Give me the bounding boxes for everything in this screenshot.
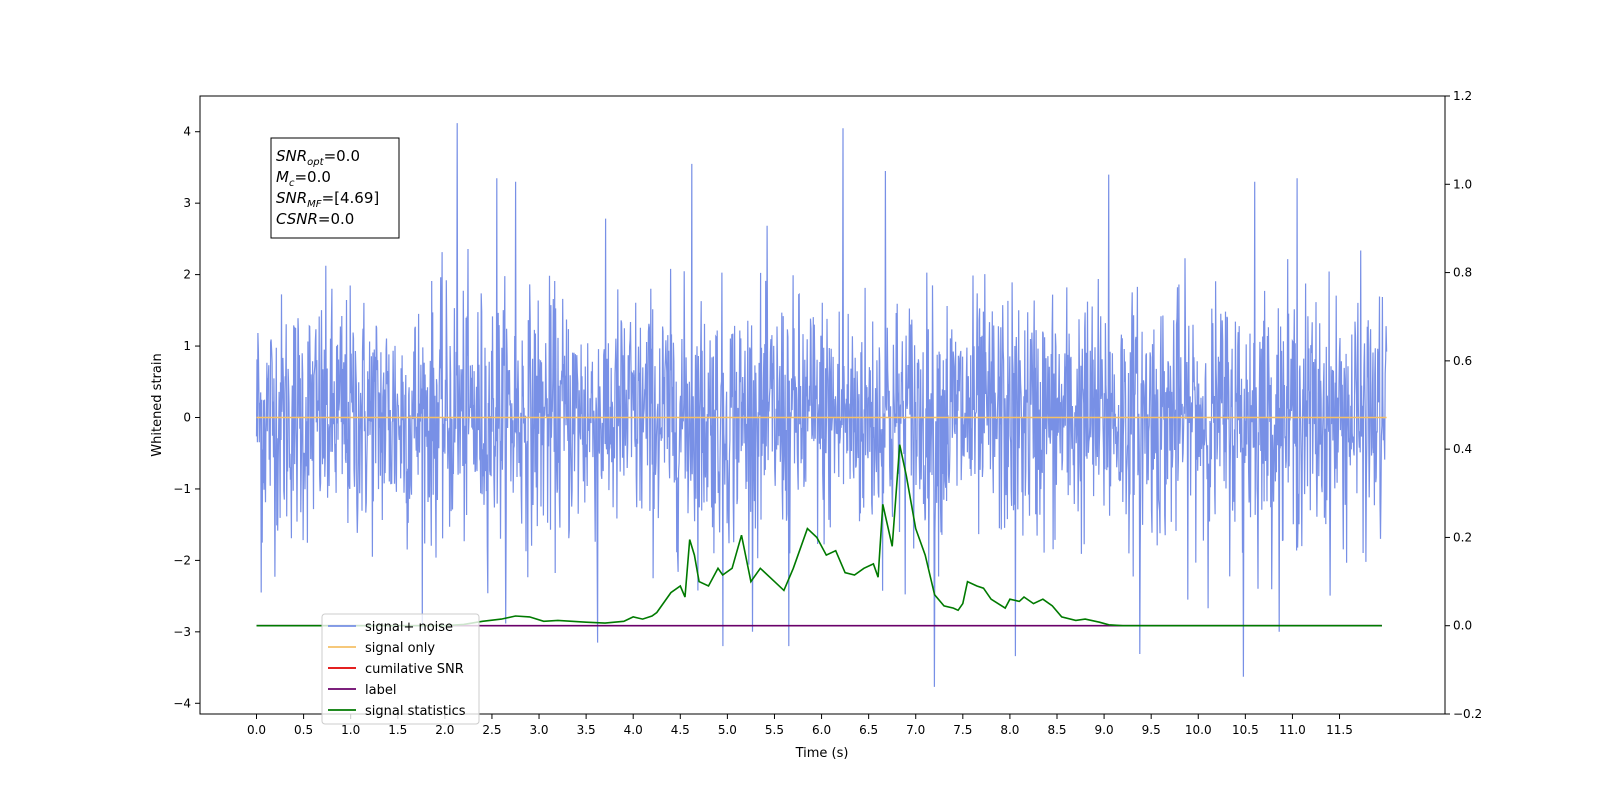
- legend: signal+ noise signal only cumilative SNR la…: [321, 613, 480, 725]
- y2-tick-label: 0.0: [1453, 619, 1472, 633]
- y2-tick-label: −0.2: [1453, 707, 1482, 721]
- y-axis-left: −4 −3 −2 −1 0 1 2 3 4: [173, 125, 200, 710]
- x-tick-label: 10.0: [1185, 723, 1212, 737]
- x-tick-label: 10.5: [1232, 723, 1259, 737]
- x-tick-label: 0.5: [294, 723, 313, 737]
- y-tick-label: −1: [173, 482, 191, 496]
- x-tick-label: 6.5: [859, 723, 878, 737]
- legend-label: signal+ noise: [365, 620, 453, 635]
- legend-label: signal only: [365, 641, 435, 656]
- legend-label: cumilative SNR: [365, 662, 464, 677]
- x-tick-label: 6.0: [812, 723, 831, 737]
- x-tick-label: 1.5: [388, 723, 407, 737]
- y2-tick-label: 0.2: [1453, 530, 1472, 544]
- series-signal-statistics: [256, 444, 1382, 627]
- y-tick-label: 0: [183, 411, 191, 425]
- x-axis: 0.0 0.5 1.0 1.5 2.0 2.5 3.0 3.5 4.0 4.5 5.0 5.5 6.0 6…: [247, 714, 1353, 737]
- y2-tick-label: 0.6: [1453, 354, 1472, 368]
- y2-tick-label: 1.0: [1453, 177, 1472, 191]
- x-tick-label: 5.5: [765, 723, 784, 737]
- x-tick-label: 0.0: [247, 723, 266, 737]
- x-tick-label: 3.0: [529, 723, 548, 737]
- x-tick-label: 11.0: [1279, 723, 1306, 737]
- x-tick-label: 4.0: [624, 723, 643, 737]
- x-tick-label: 9.5: [1142, 723, 1161, 737]
- plot-frame: [199, 95, 1446, 715]
- x-axis-label: Time (s): [795, 746, 849, 761]
- x-tick-label: 7.5: [953, 723, 972, 737]
- series-signal-noise: [255, 123, 1388, 687]
- y-tick-label: −3: [173, 625, 191, 639]
- x-tick-label: 8.5: [1047, 723, 1066, 737]
- x-tick-label: 2.5: [482, 723, 501, 737]
- y-tick-label: −4: [173, 696, 191, 710]
- annotation-text: SNRopt=0.0 Mc=0.0 SNRMF=[4.69] CSNR=0.0: [276, 147, 379, 228]
- x-tick-label: 3.5: [577, 723, 596, 737]
- y-tick-label: 1: [183, 339, 191, 353]
- x-tick-label: 4.5: [671, 723, 690, 737]
- y2-tick-label: 1.2: [1453, 89, 1472, 103]
- y2-tick-label: 0.4: [1453, 442, 1472, 456]
- x-tick-label: 11.5: [1326, 723, 1353, 737]
- x-tick-label: 9.0: [1095, 723, 1114, 737]
- y-tick-label: 2: [183, 268, 191, 282]
- y-tick-label: −2: [173, 553, 191, 567]
- y-tick-label: 3: [183, 196, 191, 210]
- y2-tick-label: 0.8: [1453, 266, 1472, 280]
- x-tick-label: 2.0: [435, 723, 454, 737]
- legend-label: label: [365, 683, 396, 698]
- y-axis-label: Whitened strain: [150, 353, 165, 456]
- annotation-box: SNRopt=0.0 Mc=0.0 SNRMF=[4.69] CSNR=0.0: [270, 137, 400, 239]
- x-tick-label: 1.0: [341, 723, 360, 737]
- legend-label: signal statistics: [365, 704, 466, 719]
- plot-layer: [255, 123, 1388, 687]
- x-tick-label: 7.0: [906, 723, 925, 737]
- y-tick-label: 4: [183, 125, 191, 139]
- y-axis-right: −0.2 0.0 0.2 0.4 0.6 0.8 1.0 1.2: [1445, 89, 1482, 721]
- x-tick-label: 8.0: [1000, 723, 1019, 737]
- x-tick-label: 5.0: [718, 723, 737, 737]
